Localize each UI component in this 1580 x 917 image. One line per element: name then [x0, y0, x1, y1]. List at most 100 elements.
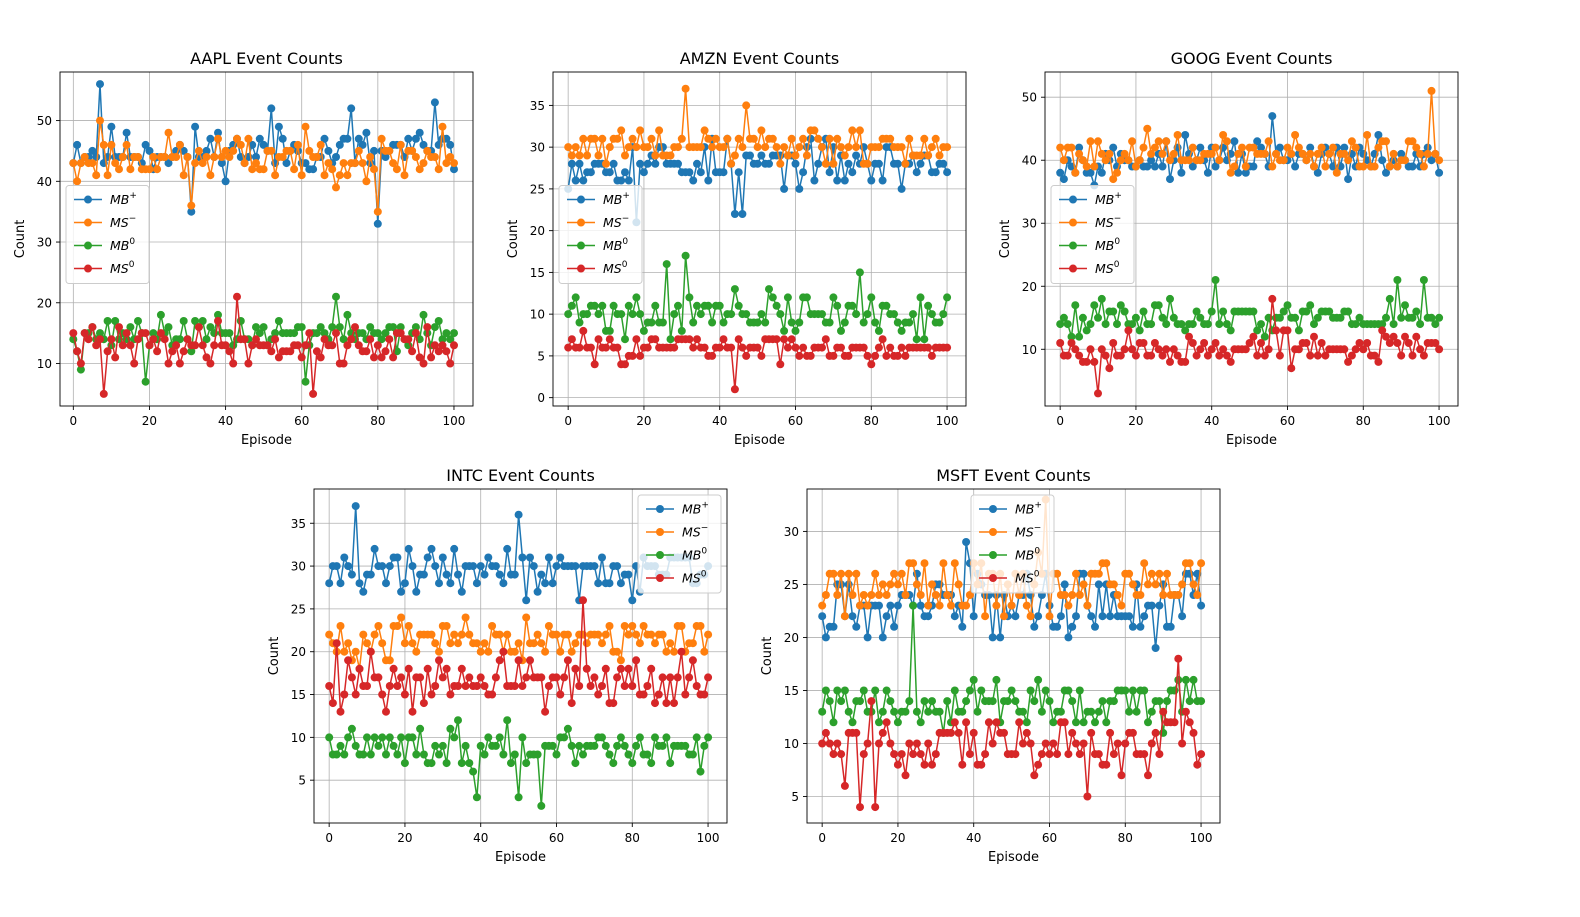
data-point: [1332, 168, 1341, 177]
data-point: [1340, 149, 1349, 158]
data-point: [1053, 622, 1062, 631]
data-point: [958, 760, 967, 769]
data-point: [325, 733, 334, 742]
data-point: [1283, 326, 1292, 335]
data-point: [856, 601, 864, 610]
data-point: [107, 122, 116, 131]
data-point: [389, 323, 398, 332]
data-point: [274, 122, 283, 131]
data-point: [461, 613, 470, 622]
data-point: [931, 134, 940, 143]
data-point: [787, 335, 796, 344]
data-point: [651, 733, 659, 742]
data-point: [594, 151, 603, 160]
x-tick-label: 40: [218, 414, 233, 428]
data-point: [1064, 750, 1073, 759]
data-point: [526, 656, 534, 665]
data-point: [1158, 149, 1167, 158]
data-point: [366, 647, 375, 656]
legend-entry: MB0: [682, 547, 707, 563]
data-point: [738, 343, 747, 352]
data-point: [1291, 162, 1300, 171]
data-point: [1313, 313, 1322, 322]
data-point: [175, 140, 184, 149]
data-point: [1222, 137, 1231, 146]
data-point: [1340, 143, 1349, 152]
data-point: [1147, 707, 1156, 716]
data-point: [187, 201, 196, 210]
data-point: [305, 329, 314, 338]
data-point: [878, 176, 887, 185]
data-point: [897, 750, 906, 759]
data-point: [332, 562, 341, 571]
data-point: [134, 317, 142, 325]
data-point: [450, 733, 459, 742]
data-point: [344, 656, 353, 665]
data-point: [495, 570, 504, 579]
data-point: [818, 612, 827, 621]
data-point: [351, 502, 360, 511]
data-point: [454, 570, 462, 579]
data-point: [852, 569, 861, 578]
data-point: [1393, 339, 1402, 347]
data-point: [821, 633, 830, 642]
legend-marker: [84, 218, 92, 227]
data-point: [514, 510, 523, 519]
data-point: [1188, 162, 1197, 171]
data-point: [1068, 622, 1077, 631]
data-point: [1211, 276, 1220, 284]
data-point: [920, 335, 929, 344]
data-point: [700, 126, 709, 135]
data-point: [354, 134, 363, 143]
data-point: [579, 596, 587, 605]
data-point: [962, 601, 971, 610]
data-point: [601, 741, 610, 750]
data-point: [1140, 612, 1149, 621]
data-point: [1382, 168, 1390, 177]
x-tick-label: 80: [1118, 831, 1133, 845]
data-point: [187, 207, 196, 216]
data-point: [1083, 601, 1092, 610]
data-point: [1128, 622, 1137, 631]
data-point: [1416, 345, 1425, 354]
data-point: [605, 622, 614, 630]
data-point: [1355, 313, 1364, 322]
data-point: [730, 151, 739, 160]
data-point: [1363, 156, 1372, 165]
data-point: [354, 146, 363, 155]
data-point: [415, 353, 424, 362]
data-point: [507, 759, 515, 768]
data-point: [746, 151, 754, 160]
data-point: [1249, 307, 1258, 316]
data-point: [419, 159, 428, 168]
data-point: [920, 559, 929, 568]
data-point: [1257, 339, 1265, 347]
data-point: [1393, 162, 1402, 171]
data-point: [651, 639, 659, 648]
data-point: [533, 630, 542, 639]
data-point: [286, 146, 295, 155]
data-point: [927, 143, 936, 152]
data-point: [950, 718, 959, 727]
x-tick-label: 60: [294, 414, 309, 428]
data-point: [658, 741, 667, 750]
data-point: [111, 353, 120, 362]
data-point: [393, 750, 402, 759]
data-point: [271, 329, 280, 338]
data-point: [510, 750, 519, 759]
data-point: [1109, 307, 1118, 316]
legend-marker: [1069, 241, 1077, 250]
y-tick-label: 10: [1022, 343, 1037, 357]
data-point: [1166, 156, 1174, 165]
data-point: [1166, 622, 1175, 631]
data-point: [442, 159, 451, 168]
data-point: [446, 140, 455, 149]
data-point: [810, 126, 819, 135]
data-point: [1177, 320, 1186, 329]
data-point: [438, 673, 447, 682]
data-point: [863, 159, 872, 168]
data-point: [704, 176, 713, 185]
data-point: [1363, 339, 1372, 347]
data-point: [522, 673, 531, 682]
